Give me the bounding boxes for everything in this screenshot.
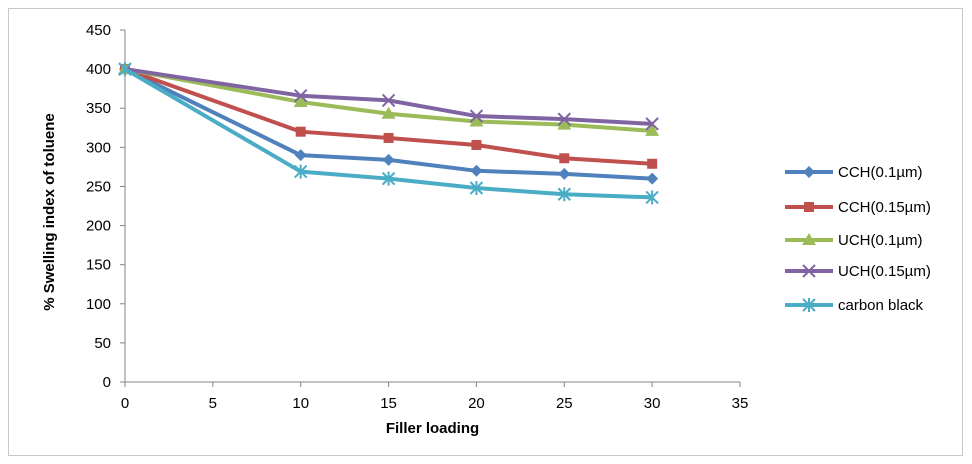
x-tick-label: 0	[121, 395, 129, 412]
data-point	[295, 126, 306, 137]
data-point	[382, 153, 395, 166]
data-point	[470, 164, 483, 177]
data-point	[381, 93, 396, 108]
y-tick-label: 450	[86, 22, 111, 39]
y-tick-label: 0	[103, 374, 111, 391]
legend-marker	[802, 264, 816, 278]
legend-item: UCH(0.15µm)	[785, 263, 931, 280]
y-tick-label: 150	[86, 257, 111, 274]
x-tick-label: 30	[644, 395, 661, 412]
data-point	[557, 117, 572, 130]
legend-label: CCH(0.15µm)	[838, 199, 931, 216]
data-point	[294, 164, 308, 179]
data-point	[645, 117, 659, 131]
legend-marker	[802, 298, 816, 312]
legend-marker	[802, 233, 816, 245]
data-point	[118, 62, 132, 77]
legend-item: carbon black	[785, 297, 924, 314]
data-point	[469, 109, 484, 123]
series-group	[118, 62, 660, 205]
data-point	[557, 112, 571, 126]
series-line	[124, 67, 653, 126]
data-point	[381, 106, 396, 119]
series-line	[124, 67, 653, 181]
data-point	[557, 187, 571, 202]
y-tick-label: 250	[86, 178, 111, 195]
data-point	[646, 172, 659, 185]
data-point	[645, 123, 660, 136]
legend-marker	[804, 202, 814, 212]
series-line	[123, 67, 653, 200]
legend-item: UCH(0.1µm)	[785, 232, 922, 249]
legend-label: carbon black	[838, 297, 924, 314]
legend-marker	[803, 166, 815, 178]
data-point	[381, 171, 396, 186]
x-tick-label: 10	[292, 395, 309, 412]
x-tick-label: 5	[209, 395, 217, 412]
data-point	[294, 88, 308, 103]
legend-label: UCH(0.1µm)	[838, 232, 922, 249]
series-5	[118, 62, 659, 205]
x-axis-label: Filler loading	[386, 420, 479, 437]
series-line	[124, 67, 653, 133]
y-tick-label: 400	[86, 61, 111, 78]
y-tick-label: 350	[86, 100, 111, 117]
legend-label: CCH(0.1µm)	[838, 164, 922, 181]
data-point	[294, 149, 307, 162]
y-tick-label: 100	[86, 296, 111, 313]
data-point	[471, 139, 482, 150]
data-point	[293, 94, 308, 107]
x-tick-labels: 0 5 10 15 20 25 30 35	[121, 382, 749, 412]
series-line	[124, 67, 653, 166]
legend-item: CCH(0.1µm)	[785, 164, 922, 181]
x-tick-label: 35	[732, 395, 749, 412]
axes	[124, 30, 740, 383]
data-point	[645, 190, 659, 205]
legend-label: UCH(0.15µm)	[838, 263, 931, 280]
data-point	[469, 114, 484, 127]
legend: CCH(0.1µm) CCH(0.15µm) UCH(0.1µm) UCH(0.15µ…	[785, 164, 931, 314]
y-axis-label: % Swelling index of toluene	[41, 113, 58, 311]
x-tick-label: 15	[380, 395, 397, 412]
y-tick-label: 200	[86, 218, 111, 235]
data-point	[469, 181, 484, 196]
data-point	[647, 158, 658, 169]
y-tick-label: 50	[94, 335, 111, 352]
data-point	[558, 167, 571, 180]
legend-item: CCH(0.15µm)	[785, 199, 931, 216]
y-tick-labels: 0 50 100 150 200 250 300 350 400 450	[86, 22, 125, 391]
x-tick-label: 20	[468, 395, 485, 412]
x-tick-label: 25	[556, 395, 573, 412]
data-point	[383, 132, 394, 143]
data-point	[559, 153, 570, 164]
y-tick-label: 300	[86, 139, 111, 156]
